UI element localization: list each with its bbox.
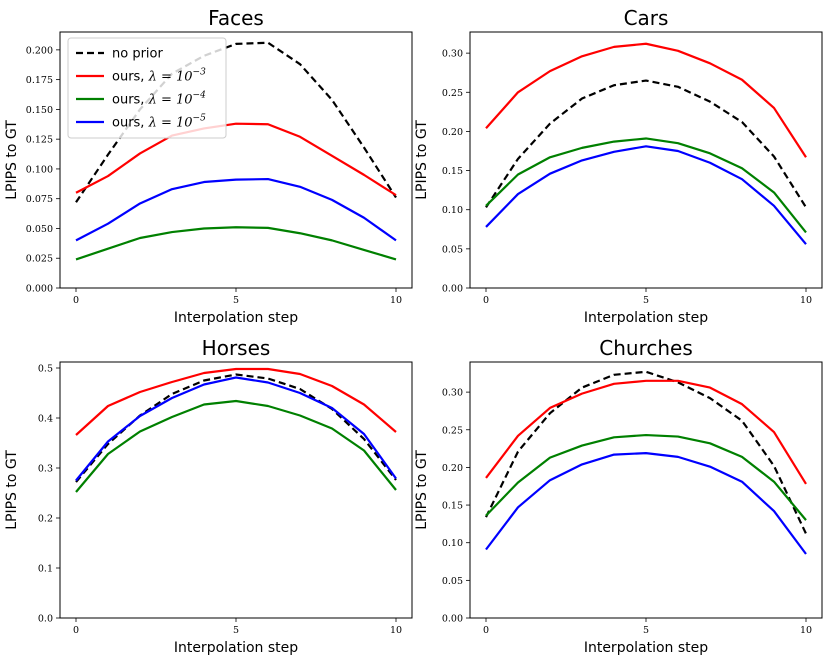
series-line <box>485 137 807 234</box>
x-axis-label: Interpolation step <box>584 640 708 656</box>
y-tick-label: 0.1 <box>38 564 53 575</box>
y-tick-label: 0.3 <box>38 464 53 475</box>
series-line <box>485 145 807 245</box>
y-tick-label: 0.000 <box>26 284 53 295</box>
legend: no prior ours, λ = 10−3 ours, λ = 10−4 ours… <box>67 37 227 139</box>
series-line <box>75 399 397 493</box>
y-tick-label: 0.25 <box>442 88 463 99</box>
y-tick-label: 0.2 <box>38 514 53 525</box>
y-tick-label: 0.05 <box>442 244 463 255</box>
x-tick-label: 0 <box>483 625 489 636</box>
legend-label: ours, λ = 10−5 <box>112 114 206 131</box>
y-tick-label: 0.10 <box>442 538 463 549</box>
chart-panel-churches: Churches 0.00 0.05 0.10 0.15 0.20 0.25 0.30 0 5 10… <box>414 336 823 656</box>
series-line <box>75 226 397 261</box>
y-tick-label: 0.200 <box>26 45 53 56</box>
chart-title: Cars <box>624 6 669 30</box>
y-axis-label: LPIPS to GT <box>4 450 20 530</box>
plot-frame <box>469 361 823 619</box>
series-line <box>485 79 807 208</box>
legend-label: ours, λ = 10−3 <box>112 68 206 85</box>
y-tick-label: 0.30 <box>442 388 463 399</box>
series-line <box>485 433 807 521</box>
x-tick-label: 5 <box>233 625 239 636</box>
series-line <box>485 42 807 158</box>
y-tick-label: 0.150 <box>26 105 53 116</box>
series-line <box>75 367 397 436</box>
y-tick-label: 0.125 <box>26 135 53 146</box>
series-line <box>75 122 397 197</box>
y-axis-label: LPIPS to GT <box>414 450 430 530</box>
legend-label: ours, λ = 10−4 <box>112 91 206 108</box>
y-axis-label: LPIPS to GT <box>414 120 430 200</box>
x-tick-label: 0 <box>73 295 79 306</box>
plot-frame <box>469 31 823 289</box>
plot-frame <box>59 361 413 619</box>
chart-panel-cars: Cars 0.00 0.05 0.10 0.15 0.20 0.25 0.30 0 5 10 Inte… <box>414 6 823 326</box>
y-tick-label: 0.075 <box>26 194 53 205</box>
x-tick-label: 5 <box>643 295 649 306</box>
series-line <box>485 452 807 555</box>
y-tick-label: 0.20 <box>442 463 463 474</box>
x-tick-label: 5 <box>643 625 649 636</box>
y-tick-label: 0.4 <box>38 414 53 425</box>
x-tick-label: 0 <box>483 295 489 306</box>
legend-label: no prior <box>112 47 163 62</box>
series-line <box>485 379 807 485</box>
series-line <box>485 370 807 535</box>
y-tick-label: 0.5 <box>38 364 53 375</box>
x-axis-label: Interpolation step <box>584 310 708 326</box>
x-axis-label: Interpolation step <box>174 310 298 326</box>
chart-title: Faces <box>208 6 264 30</box>
y-tick-label: 0.15 <box>442 166 463 177</box>
y-tick-label: 0.00 <box>442 614 463 625</box>
x-tick-label: 10 <box>390 625 402 636</box>
y-tick-label: 0.10 <box>442 205 463 216</box>
y-tick-label: 0.15 <box>442 501 463 512</box>
chart-title: Horses <box>202 336 271 360</box>
series-line <box>75 177 397 242</box>
y-tick-label: 0.100 <box>26 164 53 175</box>
series-line <box>75 376 397 482</box>
chart-panel-horses: Horses 0.0 0.1 0.2 0.3 0.4 0.5 0 5 10 Interpolatio… <box>4 336 413 656</box>
y-tick-label: 0.30 <box>442 49 463 60</box>
x-tick-label: 10 <box>390 295 402 306</box>
y-axis-label: LPIPS to GT <box>4 120 20 200</box>
x-tick-label: 5 <box>233 295 239 306</box>
y-tick-label: 0.20 <box>442 127 463 138</box>
x-tick-label: 0 <box>73 625 79 636</box>
y-tick-label: 0.0 <box>38 614 53 625</box>
y-tick-label: 0.05 <box>442 576 463 587</box>
y-tick-label: 0.175 <box>26 75 53 86</box>
y-tick-label: 0.00 <box>442 284 463 295</box>
chart-panel-faces: Faces 0.000 0.025 0.050 0.075 0.100 0.125 0.150… <box>4 6 413 326</box>
y-tick-label: 0.025 <box>26 254 53 265</box>
y-tick-label: 0.25 <box>442 425 463 436</box>
x-axis-label: Interpolation step <box>174 640 298 656</box>
x-tick-label: 10 <box>800 625 812 636</box>
plot-frame <box>59 31 413 289</box>
y-tick-label: 0.050 <box>26 224 53 235</box>
legend-box <box>67 37 227 139</box>
chart-title: Churches <box>599 336 693 360</box>
x-tick-label: 10 <box>800 295 812 306</box>
